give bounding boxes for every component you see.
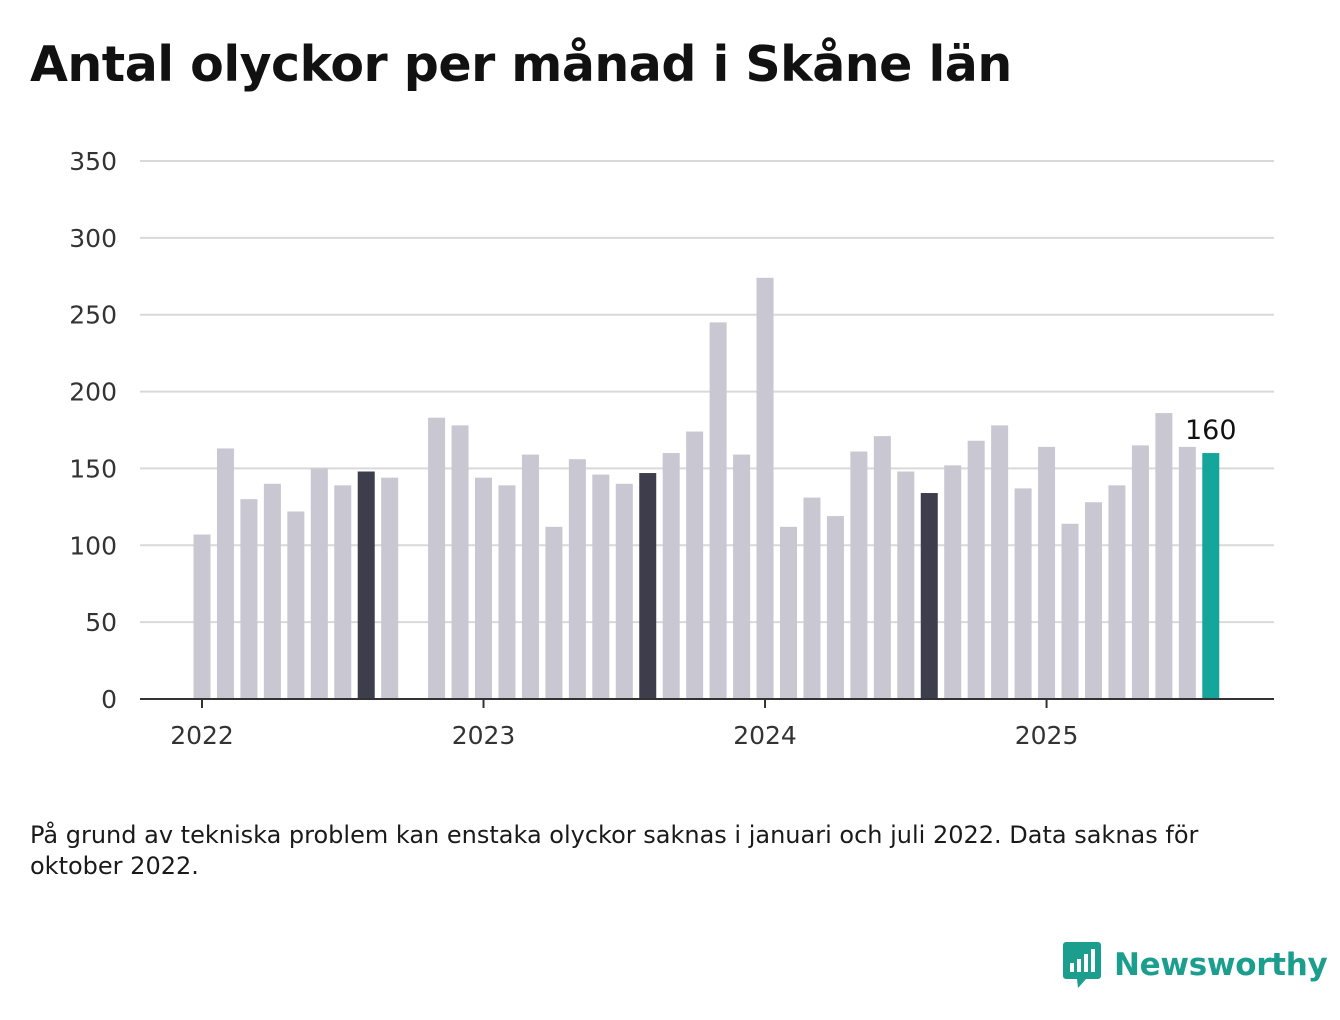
bar-2024-04 bbox=[826, 516, 844, 699]
bar-2025-08 bbox=[1202, 453, 1220, 699]
bar-2024-06 bbox=[873, 436, 891, 699]
y-tick-label: 50 bbox=[85, 608, 117, 637]
bar-2024-11 bbox=[991, 425, 1009, 699]
bar-2023-03 bbox=[521, 454, 539, 699]
y-axis-ticks: 0 50 100 150 200 250 300 350 bbox=[69, 147, 117, 714]
bar-2025-06 bbox=[1155, 413, 1173, 699]
bar-2023-06 bbox=[592, 474, 610, 699]
y-tick-label: 150 bbox=[69, 454, 117, 483]
bar-2022-07 bbox=[334, 485, 352, 699]
bars bbox=[193, 277, 1220, 699]
bar-chart: 0 50 100 150 200 250 300 350 2022 2023 2024 2025 1… bbox=[69, 147, 1274, 750]
x-tick-label: 2024 bbox=[733, 721, 797, 750]
bar-2024-02 bbox=[780, 526, 797, 699]
bar-2024-03 bbox=[803, 497, 821, 699]
latest-value-label: 160 bbox=[1185, 415, 1237, 446]
bar-2024-12 bbox=[1014, 488, 1032, 699]
footnote: På grund av tekniska problem kan enstaka… bbox=[30, 821, 1199, 880]
bar-2024-01 bbox=[756, 277, 774, 699]
bar-2023-04 bbox=[545, 526, 563, 699]
y-tick-label: 200 bbox=[69, 378, 117, 407]
data-labels: 160 bbox=[1185, 415, 1237, 446]
bar-2025-01 bbox=[1038, 446, 1056, 699]
y-tick-label: 350 bbox=[69, 147, 117, 176]
bar-2023-09 bbox=[662, 453, 680, 699]
bar-2023-10 bbox=[686, 431, 704, 699]
bar-2023-02 bbox=[498, 485, 516, 699]
y-tick-label: 0 bbox=[101, 685, 117, 714]
bar-2023-08 bbox=[639, 473, 657, 699]
bar-2022-06 bbox=[310, 468, 328, 699]
chart-title: Antal olyckor per månad i Skåne län bbox=[30, 36, 1012, 93]
bar-2025-04 bbox=[1108, 485, 1126, 699]
bar-2024-09 bbox=[944, 465, 962, 699]
newsworthy-logo[interactable]: Newsworthy bbox=[1062, 940, 1328, 990]
gridlines bbox=[140, 160, 1274, 624]
bar-2023-05 bbox=[568, 459, 586, 699]
bar-2022-05 bbox=[287, 511, 305, 699]
bar-2022-04 bbox=[263, 483, 281, 699]
y-tick-label: 300 bbox=[69, 224, 117, 253]
x-tick-label: 2022 bbox=[170, 721, 234, 750]
brand-name: Newsworthy bbox=[1114, 947, 1328, 983]
x-tick-label: 2023 bbox=[452, 721, 516, 750]
bar-2025-03 bbox=[1084, 502, 1102, 699]
newsworthy-chat-chart-icon bbox=[1063, 942, 1101, 988]
bar-2022-08 bbox=[357, 471, 375, 699]
bar-2023-01 bbox=[475, 477, 493, 699]
x-axis-ticks: 2022 2023 2024 2025 bbox=[170, 699, 1078, 750]
bar-2022-02 bbox=[216, 448, 234, 699]
bar-2022-09 bbox=[381, 477, 399, 699]
y-tick-label: 250 bbox=[69, 301, 117, 330]
bar-2022-01 bbox=[193, 534, 211, 699]
bar-2023-12 bbox=[733, 454, 751, 699]
bar-2024-08 bbox=[920, 493, 938, 699]
bar-2024-07 bbox=[897, 471, 915, 699]
bar-2022-12 bbox=[451, 425, 469, 699]
bar-2023-11 bbox=[709, 322, 727, 699]
x-tick-label: 2025 bbox=[1015, 721, 1079, 750]
bar-2025-05 bbox=[1131, 445, 1149, 699]
bar-2025-07 bbox=[1178, 446, 1196, 699]
bar-2024-05 bbox=[850, 451, 868, 699]
bar-2023-07 bbox=[615, 483, 633, 699]
y-tick-label: 100 bbox=[69, 531, 117, 560]
bar-2022-03 bbox=[240, 499, 258, 699]
bar-2024-10 bbox=[967, 440, 985, 699]
bar-2022-11 bbox=[428, 417, 446, 699]
bar-2025-02 bbox=[1061, 523, 1079, 699]
